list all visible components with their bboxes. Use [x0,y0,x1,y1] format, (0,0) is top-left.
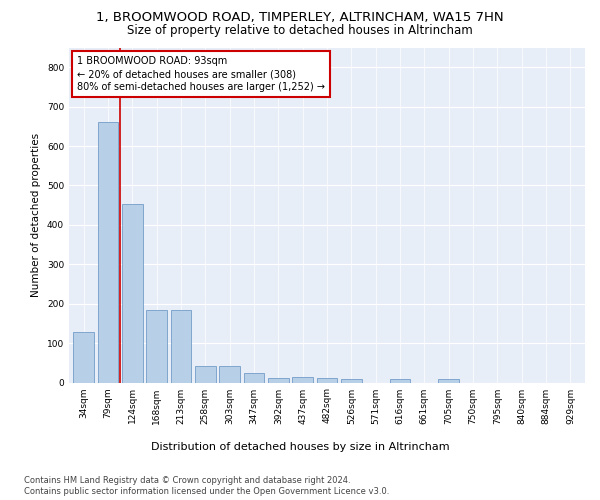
Text: Size of property relative to detached houses in Altrincham: Size of property relative to detached ho… [127,24,473,37]
Y-axis label: Number of detached properties: Number of detached properties [31,133,41,297]
Bar [122,204,143,382]
Bar [170,310,191,382]
Text: 1, BROOMWOOD ROAD, TIMPERLEY, ALTRINCHAM, WA15 7HN: 1, BROOMWOOD ROAD, TIMPERLEY, ALTRINCHAM… [96,12,504,24]
Bar [98,122,118,382]
Bar [244,372,265,382]
Text: Distribution of detached houses by size in Altrincham: Distribution of detached houses by size … [151,442,449,452]
Bar [389,380,410,382]
Text: 1 BROOMWOOD ROAD: 93sqm
← 20% of detached houses are smaller (308)
80% of semi-d: 1 BROOMWOOD ROAD: 93sqm ← 20% of detache… [77,56,325,92]
Bar [292,378,313,382]
Bar [317,378,337,382]
Bar [439,380,459,382]
Text: Contains HM Land Registry data © Crown copyright and database right 2024.: Contains HM Land Registry data © Crown c… [24,476,350,485]
Bar [73,332,94,382]
Bar [219,366,240,382]
Bar [268,378,289,382]
Bar [341,378,362,382]
Bar [146,310,167,382]
Bar [195,366,215,382]
Text: Contains public sector information licensed under the Open Government Licence v3: Contains public sector information licen… [24,487,389,496]
